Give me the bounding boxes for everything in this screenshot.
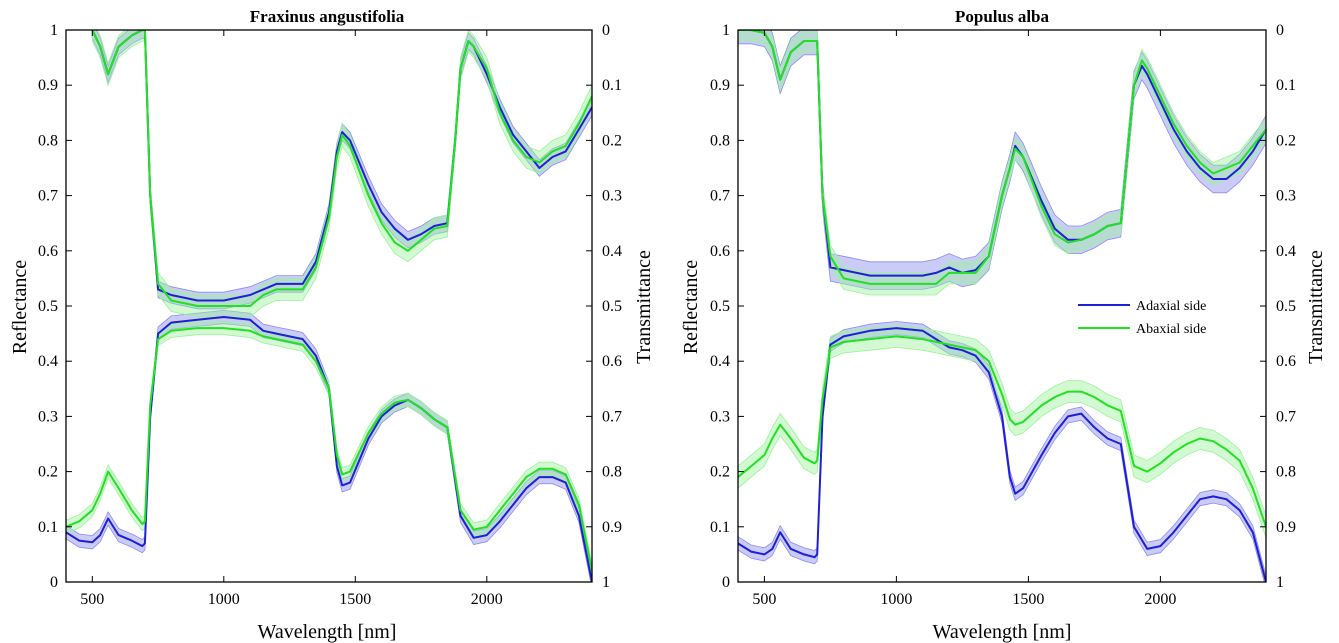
legend: Adaxial side Abaxial side bbox=[1072, 292, 1232, 342]
x-tick-label: 1500 bbox=[1012, 591, 1044, 608]
data-layer bbox=[66, 30, 592, 582]
y2-tick-label: 1 bbox=[602, 574, 610, 591]
y2-tick-label: 0.3 bbox=[1276, 188, 1296, 205]
y-axis-label: Reflectance bbox=[680, 260, 702, 354]
y-tick-label: 1 bbox=[722, 22, 730, 39]
y-tick-label: 0.3 bbox=[710, 408, 730, 425]
data-layer bbox=[738, 30, 1266, 582]
y-tick-label: 0.5 bbox=[38, 298, 58, 315]
y-tick-label: 0.1 bbox=[38, 519, 58, 536]
x-tick-label: 1000 bbox=[880, 591, 912, 608]
line-abaxial-transmittance bbox=[91, 30, 592, 307]
line-abaxial-transmittance bbox=[738, 30, 1266, 285]
y2-tick-label: 0.3 bbox=[602, 188, 622, 205]
y-tick-label: 0.8 bbox=[38, 132, 58, 149]
x-tick-label: 1500 bbox=[339, 591, 371, 608]
y2-tick-label: 1 bbox=[1276, 574, 1284, 591]
line-adaxial-reflectance bbox=[66, 316, 592, 582]
band-adaxial-transmittance bbox=[91, 30, 592, 310]
y-axis-label: Reflectance bbox=[9, 260, 31, 354]
x-axis-label: Wavelength [nm] bbox=[258, 621, 397, 643]
line-abaxial-reflectance bbox=[738, 335, 1266, 528]
y-tick-label: 0.7 bbox=[38, 188, 58, 205]
y2-tick-label: 0.6 bbox=[1276, 353, 1296, 370]
y-tick-label: 0.6 bbox=[710, 243, 730, 260]
y2-tick-label: 0 bbox=[602, 22, 610, 39]
plot-area: 500 1000 1500 2000 0 0.1 0.2 0.3 0.4 0.5 0.6 0.7 0.8… bbox=[38, 22, 622, 608]
y-tick-label: 0.1 bbox=[710, 519, 730, 536]
chart-title: Populus alba bbox=[955, 7, 1050, 26]
x-tick-label: 2000 bbox=[471, 591, 503, 608]
chart-title: Fraxinus angustifolia bbox=[250, 7, 405, 26]
line-abaxial-reflectance bbox=[66, 327, 592, 572]
y-tick-label: 0.5 bbox=[710, 298, 730, 315]
y-tick-label: 0.6 bbox=[38, 243, 58, 260]
y-tick-label: 0.8 bbox=[710, 132, 730, 149]
x-tick-label: 2000 bbox=[1144, 591, 1176, 608]
y2-tick-label: 0.2 bbox=[1276, 132, 1296, 149]
y2-tick-label: 0.1 bbox=[602, 77, 622, 94]
plot-area: 500 1000 1500 2000 0 0.1 0.2 0.3 0.4 0.5 0.6 0.7 0.8… bbox=[710, 22, 1296, 608]
y-tick-label: 0 bbox=[50, 574, 58, 591]
x-tick-label: 1000 bbox=[208, 591, 240, 608]
y-tick-label: 0 bbox=[722, 574, 730, 591]
y2-tick-label: 0.7 bbox=[1276, 408, 1296, 425]
y2-axis-label: Transmittance bbox=[633, 250, 655, 364]
legend-label-abaxial: Abaxial side bbox=[1136, 322, 1206, 337]
y2-tick-label: 0.8 bbox=[1276, 464, 1296, 481]
y-tick-label: 0.4 bbox=[38, 353, 58, 370]
band-abaxial-transmittance bbox=[738, 30, 1266, 296]
line-adaxial-reflectance bbox=[738, 327, 1266, 582]
y2-tick-label: 0.9 bbox=[602, 519, 622, 536]
y-tick-label: 0.2 bbox=[710, 464, 730, 481]
band-adaxial-reflectance bbox=[66, 309, 592, 582]
y2-tick-label: 0.4 bbox=[602, 243, 622, 260]
y2-tick-label: 0.2 bbox=[602, 132, 622, 149]
legend-box bbox=[1072, 292, 1232, 342]
y2-tick-label: 0.8 bbox=[602, 464, 622, 481]
y-tick-label: 1 bbox=[50, 22, 58, 39]
y2-tick-label: 0.1 bbox=[1276, 77, 1296, 94]
band-abaxial-reflectance bbox=[738, 324, 1266, 538]
y2-tick-label: 0.7 bbox=[602, 408, 622, 425]
x-tick-label: 500 bbox=[80, 591, 104, 608]
y-tick-label: 0.4 bbox=[710, 353, 730, 370]
chart-populus: Populus alba Wavelength [nm] Reflectance… bbox=[680, 7, 1327, 643]
legend-label-adaxial: Adaxial side bbox=[1136, 299, 1206, 314]
y2-tick-label: 0.6 bbox=[602, 353, 622, 370]
y-tick-label: 0.7 bbox=[710, 188, 730, 205]
y2-tick-label: 0.4 bbox=[1276, 243, 1296, 260]
y-tick-label: 0.3 bbox=[38, 408, 58, 425]
y-tick-label: 0.9 bbox=[38, 77, 58, 94]
band-adaxial-reflectance bbox=[738, 321, 1266, 582]
x-axis-label: Wavelength [nm] bbox=[933, 621, 1072, 643]
y-tick-label: 0.2 bbox=[38, 464, 58, 481]
band-abaxial-transmittance bbox=[91, 30, 592, 318]
y2-tick-label: 0 bbox=[1276, 22, 1284, 39]
y2-tick-label: 0.5 bbox=[602, 298, 622, 315]
x-tick-label: 500 bbox=[752, 591, 776, 608]
y2-axis-label: Transmittance bbox=[1305, 250, 1327, 364]
chart-fraxinus: Fraxinus angustifolia Wavelength [nm] Re… bbox=[9, 7, 655, 643]
y-tick-label: 0.9 bbox=[710, 77, 730, 94]
line-adaxial-transmittance bbox=[91, 30, 592, 302]
y2-tick-label: 0.9 bbox=[1276, 519, 1296, 536]
y2-tick-label: 0.5 bbox=[1276, 298, 1296, 315]
